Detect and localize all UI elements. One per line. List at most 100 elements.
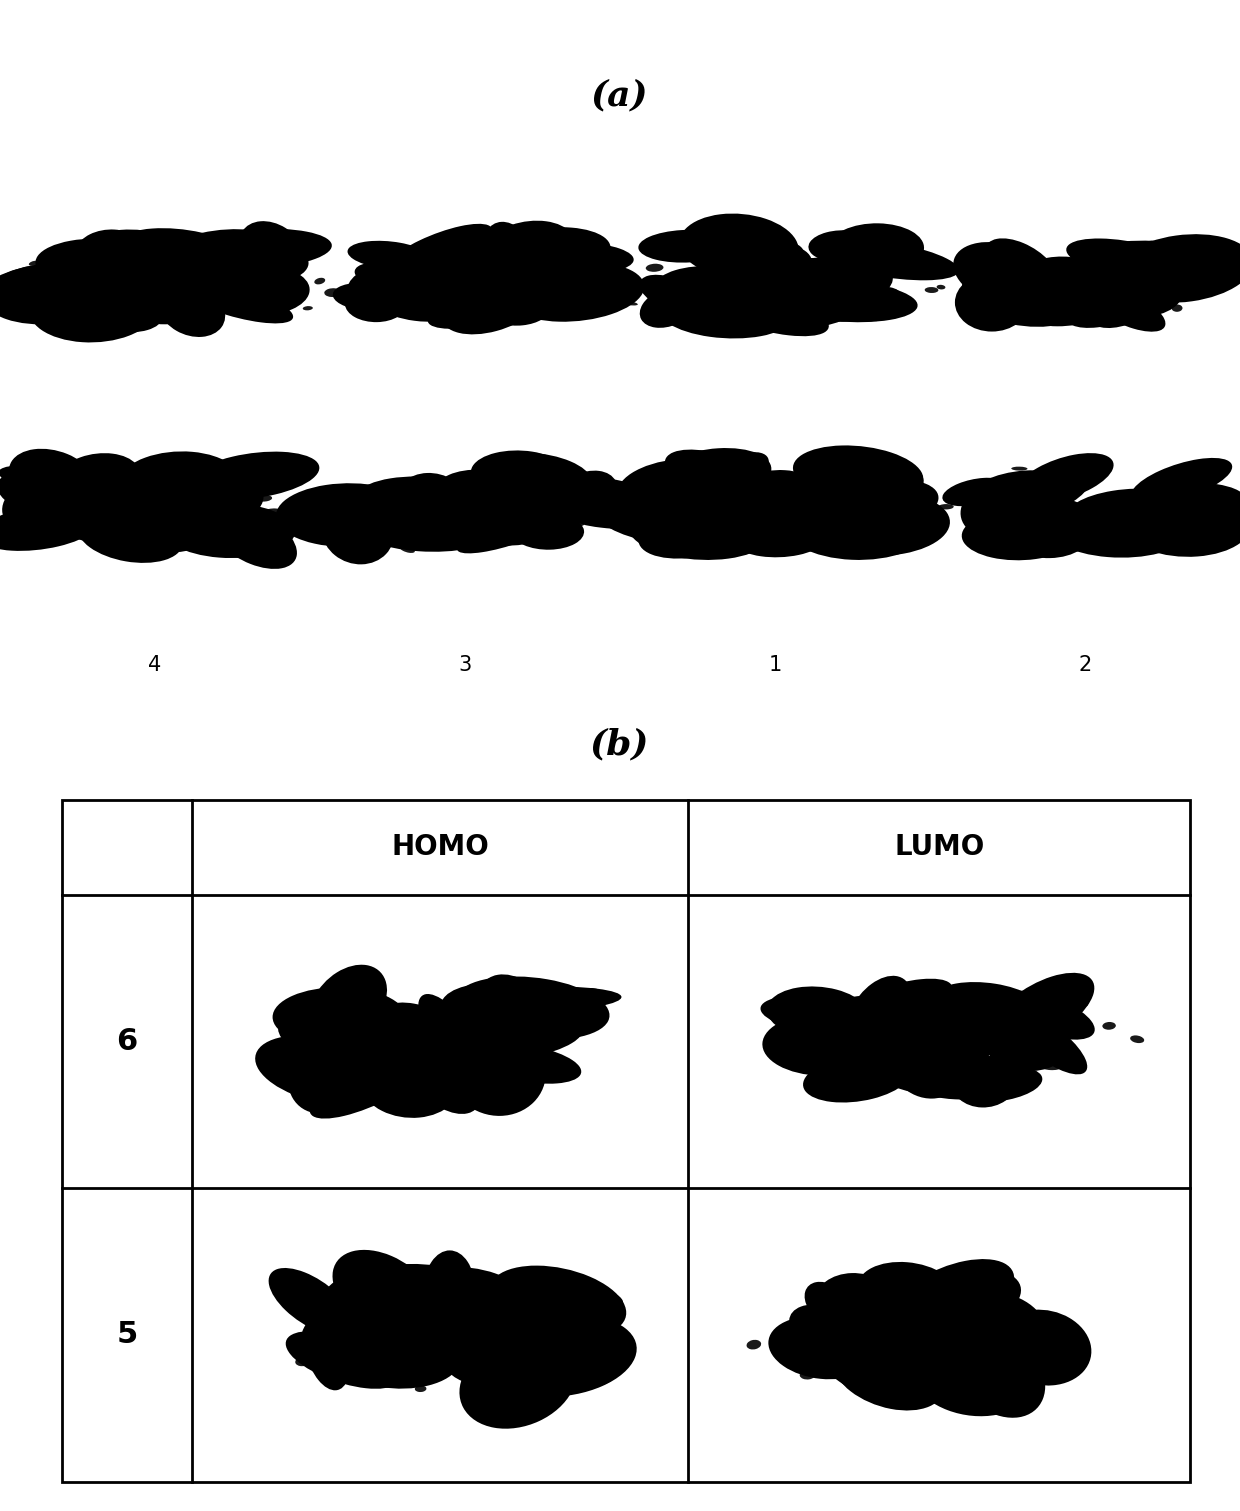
Ellipse shape [164, 503, 295, 558]
Ellipse shape [288, 1026, 371, 1114]
Ellipse shape [505, 988, 580, 1043]
Ellipse shape [0, 506, 99, 552]
Ellipse shape [365, 1086, 382, 1097]
Ellipse shape [269, 1268, 353, 1336]
Ellipse shape [950, 1324, 1045, 1417]
Ellipse shape [78, 509, 182, 564]
Ellipse shape [358, 1302, 520, 1366]
Ellipse shape [93, 471, 104, 477]
Ellipse shape [807, 1079, 821, 1088]
Ellipse shape [951, 1056, 1017, 1108]
Ellipse shape [775, 257, 879, 304]
Ellipse shape [321, 499, 394, 565]
Ellipse shape [463, 1076, 480, 1083]
Text: 5: 5 [117, 1321, 138, 1349]
Ellipse shape [192, 473, 205, 479]
Ellipse shape [2, 526, 17, 532]
Ellipse shape [402, 484, 502, 539]
Ellipse shape [536, 1296, 580, 1384]
Ellipse shape [1022, 257, 1101, 293]
Ellipse shape [760, 272, 868, 322]
Ellipse shape [484, 222, 533, 280]
Ellipse shape [1084, 283, 1166, 332]
Ellipse shape [418, 264, 490, 320]
Ellipse shape [848, 1021, 859, 1029]
Ellipse shape [386, 224, 492, 273]
Ellipse shape [620, 468, 732, 527]
Ellipse shape [975, 491, 1052, 517]
Ellipse shape [104, 242, 188, 287]
Ellipse shape [330, 490, 458, 545]
Ellipse shape [74, 503, 148, 536]
Ellipse shape [992, 1295, 1004, 1301]
Ellipse shape [771, 281, 918, 322]
Ellipse shape [428, 289, 544, 329]
Ellipse shape [694, 283, 828, 337]
Ellipse shape [381, 1024, 476, 1091]
Ellipse shape [252, 529, 267, 538]
Ellipse shape [1066, 290, 1148, 328]
Ellipse shape [955, 273, 1029, 331]
Ellipse shape [962, 509, 1078, 561]
Ellipse shape [472, 1292, 482, 1302]
Text: HOMO: HOMO [391, 834, 489, 861]
Ellipse shape [781, 248, 791, 257]
Ellipse shape [551, 470, 618, 521]
Ellipse shape [905, 1299, 924, 1306]
Ellipse shape [580, 500, 590, 506]
Ellipse shape [310, 1050, 433, 1118]
Ellipse shape [730, 239, 804, 270]
Ellipse shape [358, 527, 376, 535]
Ellipse shape [746, 1340, 761, 1349]
Ellipse shape [937, 991, 1042, 1056]
Text: 4: 4 [149, 654, 161, 675]
Ellipse shape [268, 479, 285, 485]
Ellipse shape [1017, 453, 1114, 503]
Ellipse shape [925, 287, 939, 293]
Ellipse shape [118, 234, 255, 280]
Ellipse shape [166, 319, 177, 323]
Ellipse shape [371, 302, 381, 305]
Ellipse shape [239, 221, 305, 280]
Ellipse shape [562, 1032, 575, 1041]
Ellipse shape [474, 1044, 582, 1083]
Ellipse shape [494, 1340, 616, 1389]
Ellipse shape [804, 1053, 911, 1103]
Ellipse shape [0, 269, 84, 301]
Ellipse shape [9, 449, 95, 508]
Ellipse shape [443, 988, 542, 1035]
Text: HOMO: HOMO [12, 270, 82, 289]
Ellipse shape [723, 474, 740, 484]
Ellipse shape [27, 506, 45, 512]
Ellipse shape [929, 1343, 1003, 1405]
Ellipse shape [991, 973, 1095, 1047]
Ellipse shape [273, 298, 288, 302]
Ellipse shape [30, 277, 155, 343]
Ellipse shape [914, 1284, 921, 1290]
Ellipse shape [658, 287, 792, 338]
Ellipse shape [435, 1020, 520, 1076]
Ellipse shape [492, 1092, 507, 1097]
Ellipse shape [398, 473, 466, 526]
Ellipse shape [966, 470, 1078, 523]
Ellipse shape [423, 1324, 528, 1375]
Ellipse shape [486, 281, 562, 316]
Ellipse shape [676, 452, 769, 511]
Ellipse shape [365, 487, 376, 493]
Ellipse shape [58, 494, 162, 544]
Ellipse shape [841, 1040, 991, 1100]
Ellipse shape [789, 1304, 863, 1354]
Ellipse shape [565, 313, 578, 316]
Ellipse shape [293, 1031, 408, 1108]
Ellipse shape [1127, 245, 1210, 280]
Ellipse shape [484, 221, 574, 275]
Ellipse shape [224, 255, 239, 261]
Text: (b): (b) [590, 728, 650, 762]
Ellipse shape [954, 242, 1060, 310]
Ellipse shape [495, 227, 610, 275]
Ellipse shape [346, 1274, 455, 1340]
Ellipse shape [495, 248, 625, 305]
Ellipse shape [749, 518, 899, 541]
Ellipse shape [1125, 249, 1224, 296]
Ellipse shape [975, 487, 987, 497]
